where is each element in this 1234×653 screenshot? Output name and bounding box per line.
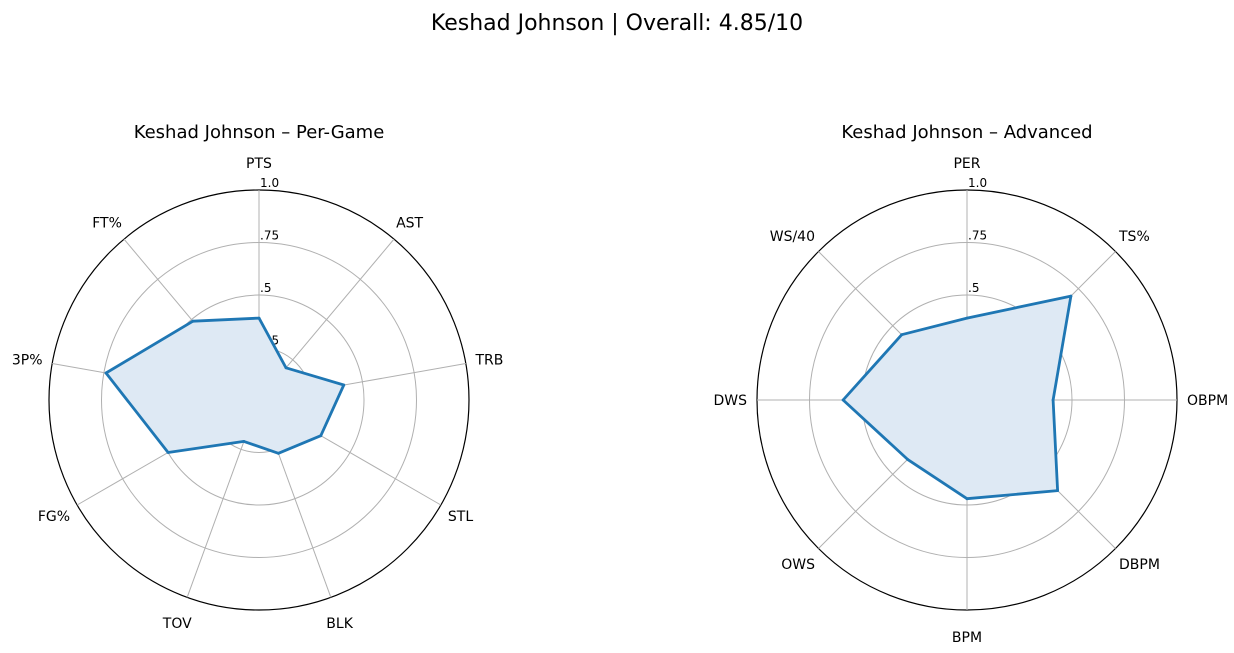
axis-label-dws: DWS [713,393,747,409]
data-point-ts-pct [1069,294,1073,298]
data-point-3p-pct [104,371,108,375]
r-tick-label: .75 [260,229,279,243]
axis-label-blk: BLK [326,616,353,632]
axis-label-ows: OWS [781,557,815,573]
axis-label-ft-pct: FT% [92,215,122,231]
r-tick-label: 1.0 [260,176,279,190]
data-point-ft-pct [191,319,195,323]
axis-label-tov: TOV [162,616,192,632]
panel-title: Keshad Johnson – Advanced [841,122,1092,143]
axis-label-3p-pct: 3P% [12,353,43,369]
data-series-polygon [841,294,1073,501]
data-point-ws-40 [900,333,904,337]
data-point-bpm [965,497,969,501]
figure-suptitle: Keshad Johnson | Overall: 4.85/10 [431,11,803,36]
r-tick-label: .5 [260,281,271,295]
axis-label-dbpm: DBPM [1119,557,1160,573]
axis-label-pts: PTS [246,156,272,172]
data-point-dws [841,398,845,402]
axis-label-stl: STL [448,509,473,525]
axis-label-bpm: BPM [952,630,982,646]
radar-panel-advanced: Keshad Johnson – Advanced.25.5.751.0PERT… [713,122,1228,646]
axis-label-ts-pct: TS% [1118,229,1150,245]
data-point-stl [319,434,323,438]
data-point-ast [284,366,288,370]
axis-label-ws-40: WS/40 [770,229,815,245]
data-point-obpm [1051,398,1055,402]
data-point-fg-pct [166,451,170,454]
r-tick-label: .75 [968,229,987,243]
axis-label-per: PER [953,156,980,172]
data-point-ows [906,458,909,461]
r-tick-label: 1.0 [968,176,987,190]
axis-label-fg-pct: FG% [38,509,70,525]
data-point-trb [342,383,346,387]
axis-label-trb: TRB [475,353,504,369]
data-series-polygon [104,316,346,455]
data-point-pts [257,316,261,320]
data-point-per [965,316,969,320]
data-point-tov [242,440,246,443]
radar-panel-per-game: Keshad Johnson – Per-Game.25.5.751.0PTSA… [12,122,504,632]
data-point-blk [277,451,280,455]
data-point-dbpm [1056,489,1059,492]
axis-label-ast: AST [396,215,423,231]
axis-label-obpm: OBPM [1187,393,1228,409]
panel-title: Keshad Johnson – Per-Game [134,122,385,143]
r-tick-label: .5 [968,281,979,295]
